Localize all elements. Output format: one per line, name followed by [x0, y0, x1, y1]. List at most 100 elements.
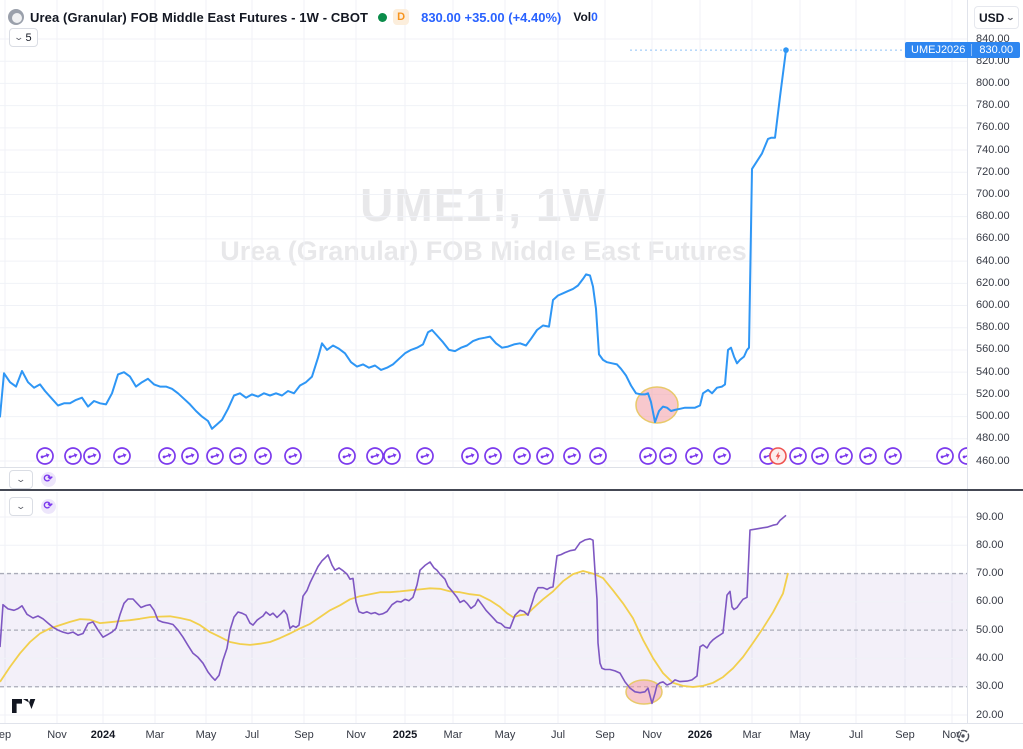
highlight-ellipse[interactable]: [635, 386, 679, 424]
time-axis-label: Mar: [742, 729, 762, 741]
rollover-arrow-icon[interactable]: [228, 446, 248, 466]
badge-price: 830.00: [979, 44, 1014, 57]
rollover-arrow-icon[interactable]: [834, 446, 854, 466]
rollover-arrow-icon[interactable]: [858, 446, 878, 466]
time-axis-label: May: [195, 729, 217, 741]
rollover-arrow-icon[interactable]: [253, 446, 273, 466]
rollover-arrow-icon[interactable]: [935, 446, 955, 466]
symbol-legend: Urea (Granular) FOB Middle East Futures …: [8, 8, 598, 26]
price-axis-label: 560.00: [976, 343, 1010, 356]
pane-separator[interactable]: [0, 489, 1023, 491]
time-axis-year-label: 2024: [90, 729, 116, 741]
time-axis-label: Sep: [294, 729, 314, 741]
last-price-axis-badge: UMEJ2026 830.00: [905, 42, 1021, 59]
rsi-axis-label: 80.00: [976, 538, 1004, 551]
time-axis-year-label: 2026: [687, 729, 713, 741]
rsi-axis-label: 40.00: [976, 651, 1004, 664]
time-axis-label: ep: [0, 729, 12, 741]
rollover-arrow-icon[interactable]: [535, 446, 555, 466]
currency-button[interactable]: USD ⌄: [974, 6, 1019, 29]
time-axis-label: Nov: [47, 729, 67, 741]
price-axis-label: 700.00: [976, 187, 1010, 200]
price-axis-label: 480.00: [976, 432, 1010, 445]
time-axis-border: [0, 723, 1023, 724]
price-axis-label: 500.00: [976, 410, 1010, 423]
rollover-arrow-icon[interactable]: [684, 446, 704, 466]
rollover-arrow-icon[interactable]: [112, 446, 132, 466]
rollover-arrow-icon[interactable]: [957, 446, 967, 466]
symbol-title[interactable]: Urea (Granular) FOB Middle East Futures …: [30, 9, 369, 25]
rollover-arrow-icon[interactable]: [483, 446, 503, 466]
rollover-arrow-icon[interactable]: [588, 446, 608, 466]
hidden-indicator-count: 5: [25, 31, 32, 44]
sync-icon[interactable]: ⟳: [40, 472, 56, 487]
time-axis-label: Nov: [942, 729, 962, 741]
time-axis[interactable]: ep Nov 2024 Mar May Jul Sep Nov 2025 Mar May Jul Sep…: [0, 724, 1023, 749]
price-pane[interactable]: [0, 0, 967, 467]
sync-icon[interactable]: ⟳: [40, 499, 56, 514]
rollover-arrow-icon[interactable]: [63, 446, 83, 466]
volume-readout: Vol0: [573, 10, 597, 24]
chevron-down-icon: ⌄: [15, 501, 27, 511]
volume-label: Vol: [573, 10, 592, 24]
time-axis-label: Nov: [642, 729, 662, 741]
tradingview-logo-icon[interactable]: [12, 699, 36, 714]
clock-icon[interactable]: [955, 728, 971, 744]
rsi-pane[interactable]: [0, 492, 967, 723]
price-axis[interactable]: 840.00 820.00 800.00 780.00 760.00 740.00 720.…: [967, 0, 1023, 723]
time-axis-label: Jul: [244, 729, 260, 741]
rsi-axis-label: 20.00: [976, 708, 1004, 721]
rsi-pane-collapse-button[interactable]: ⌄: [9, 497, 33, 516]
price-axis-label: 760.00: [976, 121, 1010, 134]
last-price: 830.00: [421, 9, 461, 25]
rollover-arrow-icon[interactable]: [82, 446, 102, 466]
rollover-arrow-icon[interactable]: [460, 446, 480, 466]
rollover-arrow-icon[interactable]: [382, 446, 402, 466]
rollover-arrow-icon[interactable]: [365, 446, 385, 466]
contract-code: UMEJ2026: [905, 44, 973, 57]
time-axis-label: Sep: [595, 729, 615, 741]
rollover-arrow-icon[interactable]: [638, 446, 658, 466]
price-axis-label: 840.00: [976, 32, 1010, 45]
price-change-pct: (+4.40%): [508, 9, 562, 25]
rollover-arrow-icon[interactable]: [415, 446, 435, 466]
rollover-arrow-icon[interactable]: [512, 446, 532, 466]
price-line-series: [0, 49, 787, 430]
market-status-icon[interactable]: [378, 12, 388, 22]
price-axis-label: 720.00: [976, 165, 1010, 178]
time-axis-label: Mar: [145, 729, 165, 741]
interval-d-badge[interactable]: D: [393, 9, 410, 25]
rsi-pane-legend: ⌄ ⟳: [9, 497, 56, 516]
rollover-arrow-icon[interactable]: [658, 446, 678, 466]
rollover-arrow-icon[interactable]: [788, 446, 808, 466]
rsi-ma-line: [0, 570, 789, 688]
rsi-axis-label: 60.00: [976, 595, 1004, 608]
instrument-logo-icon: [8, 9, 24, 25]
rollover-arrow-icon[interactable]: [35, 446, 55, 466]
rollover-arrow-icon[interactable]: [810, 446, 830, 466]
rsi-axis-label: 30.00: [976, 680, 1004, 693]
rollover-arrow-icon[interactable]: [337, 446, 357, 466]
price-axis-label: 580.00: [976, 321, 1010, 334]
rollover-arrow-icon[interactable]: [562, 446, 582, 466]
rollover-arrow-icon[interactable]: [883, 446, 903, 466]
rollover-arrow-icon[interactable]: [283, 446, 303, 466]
price-axis-label: 540.00: [976, 365, 1010, 378]
rsi-axis-label: 90.00: [976, 510, 1004, 523]
lightning-event-icon[interactable]: [769, 447, 787, 465]
legend-collapse-button[interactable]: ⌄ 5: [9, 28, 38, 47]
price-axis-label: 780.00: [976, 99, 1010, 112]
mini-pane-collapse-button[interactable]: ⌄: [9, 470, 33, 489]
price-axis-label: 640.00: [976, 254, 1010, 267]
rollover-arrow-icon[interactable]: [180, 446, 200, 466]
chevron-down-icon: ⌄: [1005, 12, 1016, 22]
rollover-arrow-icon[interactable]: [157, 446, 177, 466]
price-axis-label: 680.00: [976, 210, 1010, 223]
rollover-arrow-icon[interactable]: [712, 446, 732, 466]
price-axis-label: 620.00: [976, 276, 1010, 289]
time-axis-label: Mar: [443, 729, 463, 741]
rollover-arrow-icon[interactable]: [205, 446, 225, 466]
time-axis-label: May: [789, 729, 811, 741]
mini-pane-top-border: [0, 467, 967, 468]
